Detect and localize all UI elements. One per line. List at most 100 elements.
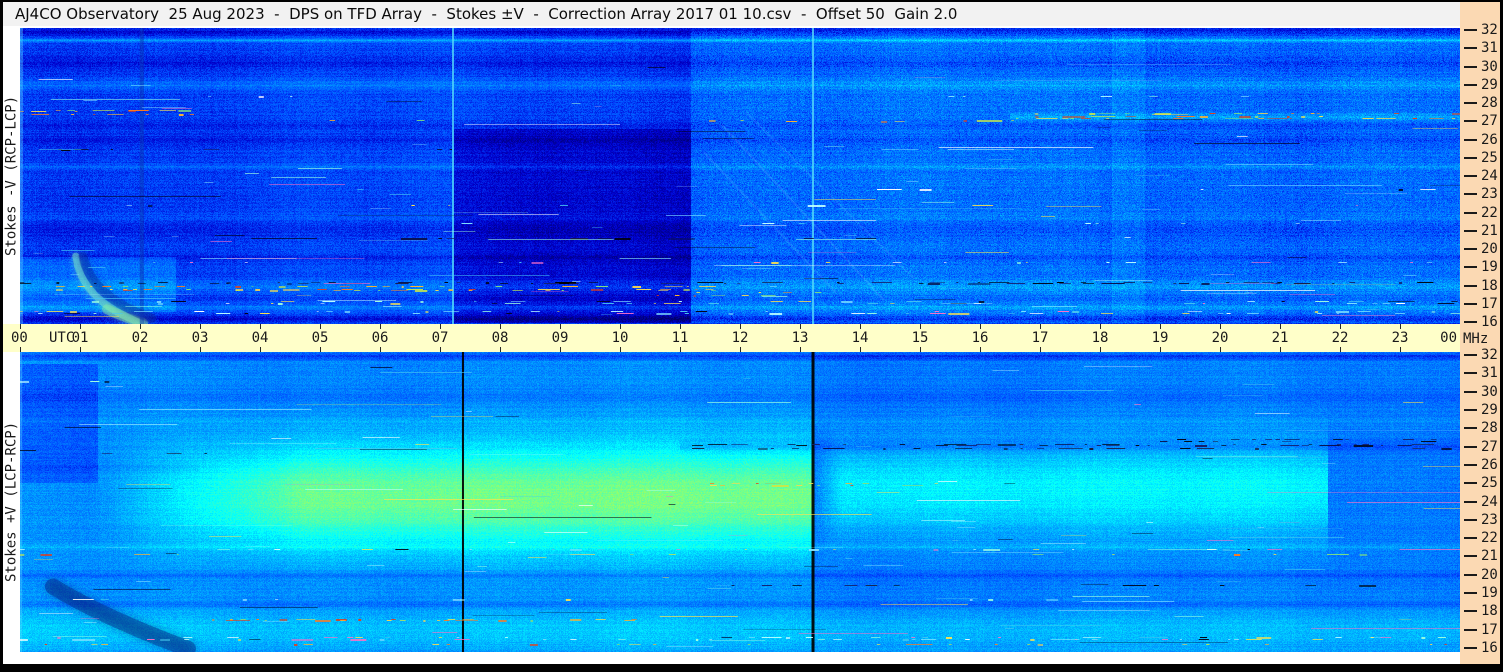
frequency-label: 21 [1481, 222, 1498, 239]
hour-tick [560, 324, 561, 329]
hour-label: 12 [731, 330, 749, 346]
frequency-tick [1464, 628, 1477, 631]
hour-label: 13 [791, 330, 809, 346]
hour-tick [140, 324, 141, 329]
hour-tick [1400, 347, 1401, 352]
time-unit-label: UTC [49, 330, 75, 346]
hour-label: 21 [1271, 330, 1289, 346]
title-bar: AJ4CO Observatory 25 Aug 2023 - DPS on T… [3, 2, 1460, 26]
frequency-tick [1464, 354, 1477, 356]
frequency-tick [1464, 592, 1477, 595]
hour-tick [80, 347, 81, 352]
frequency-label: 30 [1481, 58, 1498, 75]
hour-tick [860, 347, 861, 352]
frequency-tick [1464, 647, 1477, 649]
frequency-tick [1464, 65, 1477, 68]
frequency-label: 31 [1481, 365, 1498, 382]
frequency-label: 19 [1481, 259, 1498, 276]
hour-tick [440, 347, 441, 352]
frequency-tick [1464, 302, 1477, 305]
time-label-end: 00 [1440, 330, 1457, 346]
time-axis: 00 UTC 00 01 02 03 04 05 06 07 08 09 10 11 12 13 14 15… [3, 324, 1460, 352]
panel-label-stokes-plus-v: Stokes +V (LCP-RCP) [3, 421, 20, 583]
frequency-tick [1464, 482, 1477, 485]
page-title: AJ4CO Observatory 25 Aug 2023 - DPS on T… [15, 5, 958, 23]
frequency-label: 18 [1481, 603, 1498, 620]
hour-label: 15 [911, 330, 929, 346]
frequency-label: 23 [1481, 511, 1498, 528]
frequency-label: 32 [1481, 347, 1498, 363]
hour-tick [1280, 324, 1281, 329]
frequency-tick [1464, 500, 1477, 503]
frequency-label: 26 [1481, 131, 1498, 148]
time-label-start: 00 [11, 330, 28, 346]
frequency-tick [1464, 284, 1477, 287]
spectrogram-stokes-plus-v [20, 352, 1460, 652]
hour-tick [200, 347, 201, 352]
hour-tick [920, 324, 921, 329]
hour-label: 14 [851, 330, 869, 346]
hour-tick [260, 324, 261, 329]
frequency-tick [1464, 193, 1477, 196]
hour-label: 16 [971, 330, 989, 346]
frequency-label: 25 [1481, 475, 1498, 492]
frequency-tick [1464, 102, 1477, 104]
hour-label: 01 [71, 330, 89, 346]
frequency-tick [1464, 427, 1477, 430]
frequency-label: 21 [1481, 548, 1498, 565]
frequency-tick [1464, 537, 1477, 540]
frequency-label: 22 [1481, 530, 1498, 547]
frequency-label: 24 [1481, 168, 1498, 184]
hour-label: 04 [251, 330, 269, 346]
hour-tick [80, 324, 81, 329]
frequency-tick [1464, 445, 1477, 448]
hour-label: 03 [191, 330, 209, 346]
frequency-tick [1464, 573, 1477, 576]
frequency-tick [1464, 156, 1477, 159]
frequency-label: 26 [1481, 456, 1498, 473]
frequency-tick [1464, 248, 1477, 250]
frequency-label: 20 [1481, 241, 1498, 257]
hour-tick [20, 324, 21, 329]
hour-tick [1040, 347, 1041, 352]
hour-tick [380, 347, 381, 352]
frequency-label: 30 [1481, 383, 1498, 400]
hour-tick [800, 347, 801, 352]
frequency-label: 28 [1481, 420, 1498, 437]
frequency-label: 32 [1481, 22, 1498, 38]
hour-tick [560, 347, 561, 352]
frequency-tick [1464, 463, 1477, 466]
hour-tick [740, 347, 741, 352]
hour-tick [1340, 324, 1341, 329]
hour-label: 06 [371, 330, 389, 346]
hour-tick [260, 347, 261, 352]
frequency-label: 23 [1481, 186, 1498, 203]
frequency-tick [1464, 372, 1477, 375]
frequency-tick [1464, 175, 1477, 177]
hour-tick [1100, 324, 1101, 329]
frequency-label: 28 [1481, 95, 1498, 111]
hour-tick [380, 324, 381, 329]
frequency-label: 24 [1481, 493, 1498, 510]
frequency-tick [1464, 321, 1477, 323]
frequency-label: 27 [1481, 113, 1498, 130]
frequency-tick [1464, 211, 1477, 214]
hour-label: 23 [1391, 330, 1409, 346]
hour-tick [620, 347, 621, 352]
hour-label: 08 [491, 330, 509, 346]
hour-tick [20, 347, 21, 352]
hour-tick [1220, 324, 1221, 329]
hour-label: 17 [1031, 330, 1049, 346]
frequency-tick [1464, 518, 1477, 521]
frequency-label: 22 [1481, 204, 1498, 221]
hour-tick [740, 324, 741, 329]
hour-tick [860, 324, 861, 329]
hour-tick [500, 347, 501, 352]
hour-tick [920, 347, 921, 352]
frequency-label: 25 [1481, 149, 1498, 166]
hour-tick [320, 324, 321, 329]
frequency-label: 27 [1481, 438, 1498, 455]
spectrogram-stokes-minus-v [20, 28, 1460, 324]
frequency-tick [1464, 555, 1477, 558]
hour-tick [1040, 324, 1041, 329]
